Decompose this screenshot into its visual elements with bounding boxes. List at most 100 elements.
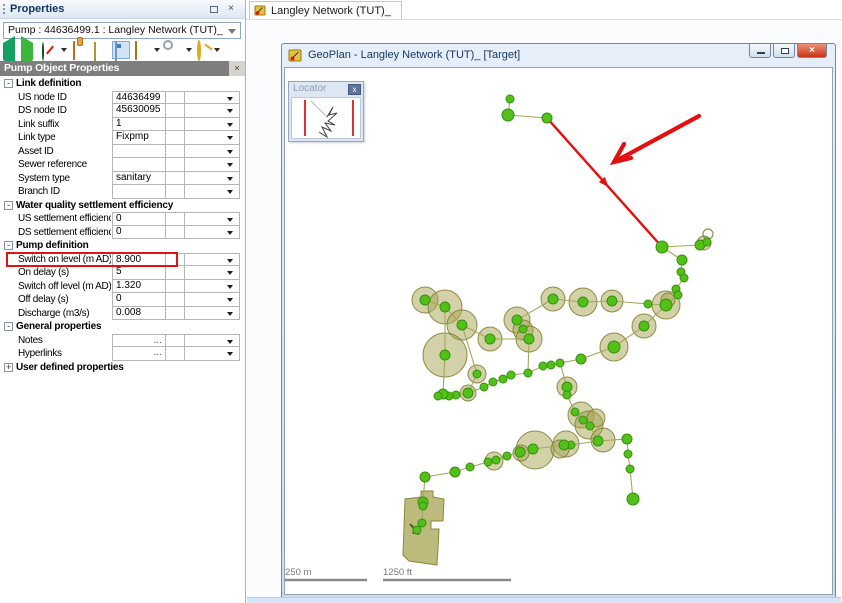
dropdown-arrow-icon[interactable] — [227, 284, 233, 289]
network-node[interactable] — [673, 290, 683, 300]
property-value-field[interactable]: ... — [112, 347, 166, 361]
network-node[interactable] — [498, 374, 508, 384]
geoplan-map[interactable]: 250 m 1250 ft — [285, 68, 834, 596]
select-tool-button[interactable] — [73, 41, 75, 60]
property-group-header[interactable]: - Pump definition — [0, 239, 245, 253]
network-node[interactable] — [585, 421, 595, 431]
property-value-field[interactable]: 0.008 — [112, 306, 166, 320]
network-node[interactable] — [623, 449, 633, 459]
property-value-field[interactable]: 1 — [112, 117, 166, 131]
network-node[interactable] — [547, 293, 559, 305]
property-flag-cell[interactable] — [166, 212, 185, 226]
network-node[interactable] — [514, 446, 526, 458]
property-flag-cell[interactable] — [166, 252, 185, 266]
network-node[interactable] — [439, 349, 451, 361]
database-button[interactable] — [135, 41, 137, 60]
property-value-field[interactable] — [112, 144, 166, 158]
network-node[interactable] — [479, 382, 489, 392]
dropdown-arrow-icon[interactable] — [227, 176, 233, 181]
property-dropdown-cell[interactable] — [185, 333, 240, 347]
sewer-link[interactable] — [527, 338, 530, 374]
property-dropdown-cell[interactable] — [185, 293, 240, 307]
network-node[interactable] — [419, 471, 431, 483]
panel-dock-button[interactable] — [207, 3, 221, 16]
network-node[interactable] — [465, 462, 475, 472]
property-dropdown-cell[interactable] — [185, 347, 240, 361]
network-node[interactable] — [527, 443, 539, 455]
dropdown-arrow-icon[interactable] — [227, 352, 233, 356]
geoplan-titlebar[interactable]: GeoPlan - Langley Network (TUT)_ [Target… — [282, 43, 835, 67]
network-node[interactable] — [488, 377, 498, 387]
property-flag-cell[interactable] — [166, 158, 185, 172]
property-value-field[interactable]: sanitary — [112, 171, 166, 185]
property-value-field[interactable]: 45630095 — [112, 104, 166, 118]
dropdown-arrow-icon[interactable] — [227, 258, 233, 263]
next-object-button[interactable] — [21, 36, 33, 67]
network-node[interactable] — [558, 439, 570, 451]
properties-titlebar[interactable]: Properties × — [0, 0, 245, 19]
property-flag-cell[interactable] — [166, 225, 185, 239]
property-view-button[interactable] — [112, 41, 130, 61]
property-dropdown-cell[interactable] — [185, 104, 240, 118]
property-dropdown-cell[interactable] — [185, 252, 240, 266]
property-flag-cell[interactable] — [166, 171, 185, 185]
goto-map-dropdown[interactable] — [61, 48, 67, 52]
goto-map-button[interactable] — [42, 42, 44, 61]
property-value-field[interactable]: 8.900 — [112, 252, 166, 266]
property-dropdown-cell[interactable] — [185, 144, 240, 158]
network-node[interactable] — [679, 273, 689, 283]
property-flag-cell[interactable] — [166, 117, 185, 131]
network-node[interactable] — [621, 433, 633, 445]
network-node[interactable] — [439, 301, 451, 313]
dropdown-arrow-icon[interactable] — [227, 298, 233, 302]
network-node[interactable] — [523, 333, 535, 345]
property-group-header[interactable]: - General properties — [0, 320, 245, 334]
network-node[interactable] — [462, 387, 474, 399]
dropdown-arrow-icon[interactable] — [227, 311, 233, 316]
property-group-header[interactable]: + User defined properties — [0, 361, 245, 375]
network-node[interactable] — [472, 369, 482, 379]
property-value-field[interactable]: 0 — [112, 212, 166, 226]
property-flag-cell[interactable] — [166, 185, 185, 199]
network-node[interactable] — [456, 319, 468, 331]
close-button[interactable]: × — [797, 43, 827, 58]
dropdown-arrow-icon[interactable] — [227, 190, 233, 194]
network-node[interactable] — [419, 294, 431, 306]
dropdown-arrow-icon[interactable] — [227, 230, 233, 235]
property-flag-cell[interactable] — [166, 347, 185, 361]
collapse-icon[interactable]: - — [4, 322, 13, 331]
network-node[interactable] — [511, 314, 523, 326]
property-flag-cell[interactable] — [166, 144, 185, 158]
network-node[interactable] — [412, 525, 422, 535]
network-node[interactable] — [676, 254, 688, 266]
property-value-field[interactable]: 44636499 — [112, 90, 166, 104]
restore-button[interactable] — [773, 43, 795, 58]
network-node[interactable] — [502, 451, 512, 461]
network-node[interactable] — [523, 368, 533, 378]
dropdown-arrow-icon[interactable] — [227, 136, 233, 140]
locator-panel[interactable]: Locator x — [288, 81, 364, 142]
key-button[interactable] — [197, 40, 201, 61]
property-dropdown-cell[interactable] — [185, 117, 240, 131]
dropdown-arrow-icon[interactable] — [227, 218, 233, 222]
property-flag-cell[interactable] — [166, 306, 185, 320]
dropdown-arrow-icon[interactable] — [227, 109, 233, 113]
collapse-icon[interactable]: - — [4, 241, 13, 250]
panel-grip[interactable] — [2, 3, 6, 16]
previous-object-button[interactable] — [3, 36, 15, 67]
tools-dropdown[interactable] — [186, 48, 192, 52]
dropdown-arrow-icon[interactable] — [227, 163, 233, 167]
key-dropdown[interactable] — [214, 48, 220, 52]
property-flag-cell[interactable] — [166, 266, 185, 280]
property-value-field[interactable]: 0 — [112, 293, 166, 307]
property-dropdown-cell[interactable] — [185, 185, 240, 199]
network-node[interactable] — [433, 391, 443, 401]
building-polygon[interactable] — [402, 490, 445, 566]
network-node[interactable] — [546, 360, 556, 370]
network-node[interactable] — [505, 94, 515, 104]
network-node[interactable] — [577, 296, 589, 308]
property-value-field[interactable]: 0 — [112, 225, 166, 239]
network-node[interactable] — [702, 237, 712, 247]
network-node[interactable] — [501, 108, 515, 122]
dropdown-arrow-icon[interactable] — [227, 122, 233, 127]
